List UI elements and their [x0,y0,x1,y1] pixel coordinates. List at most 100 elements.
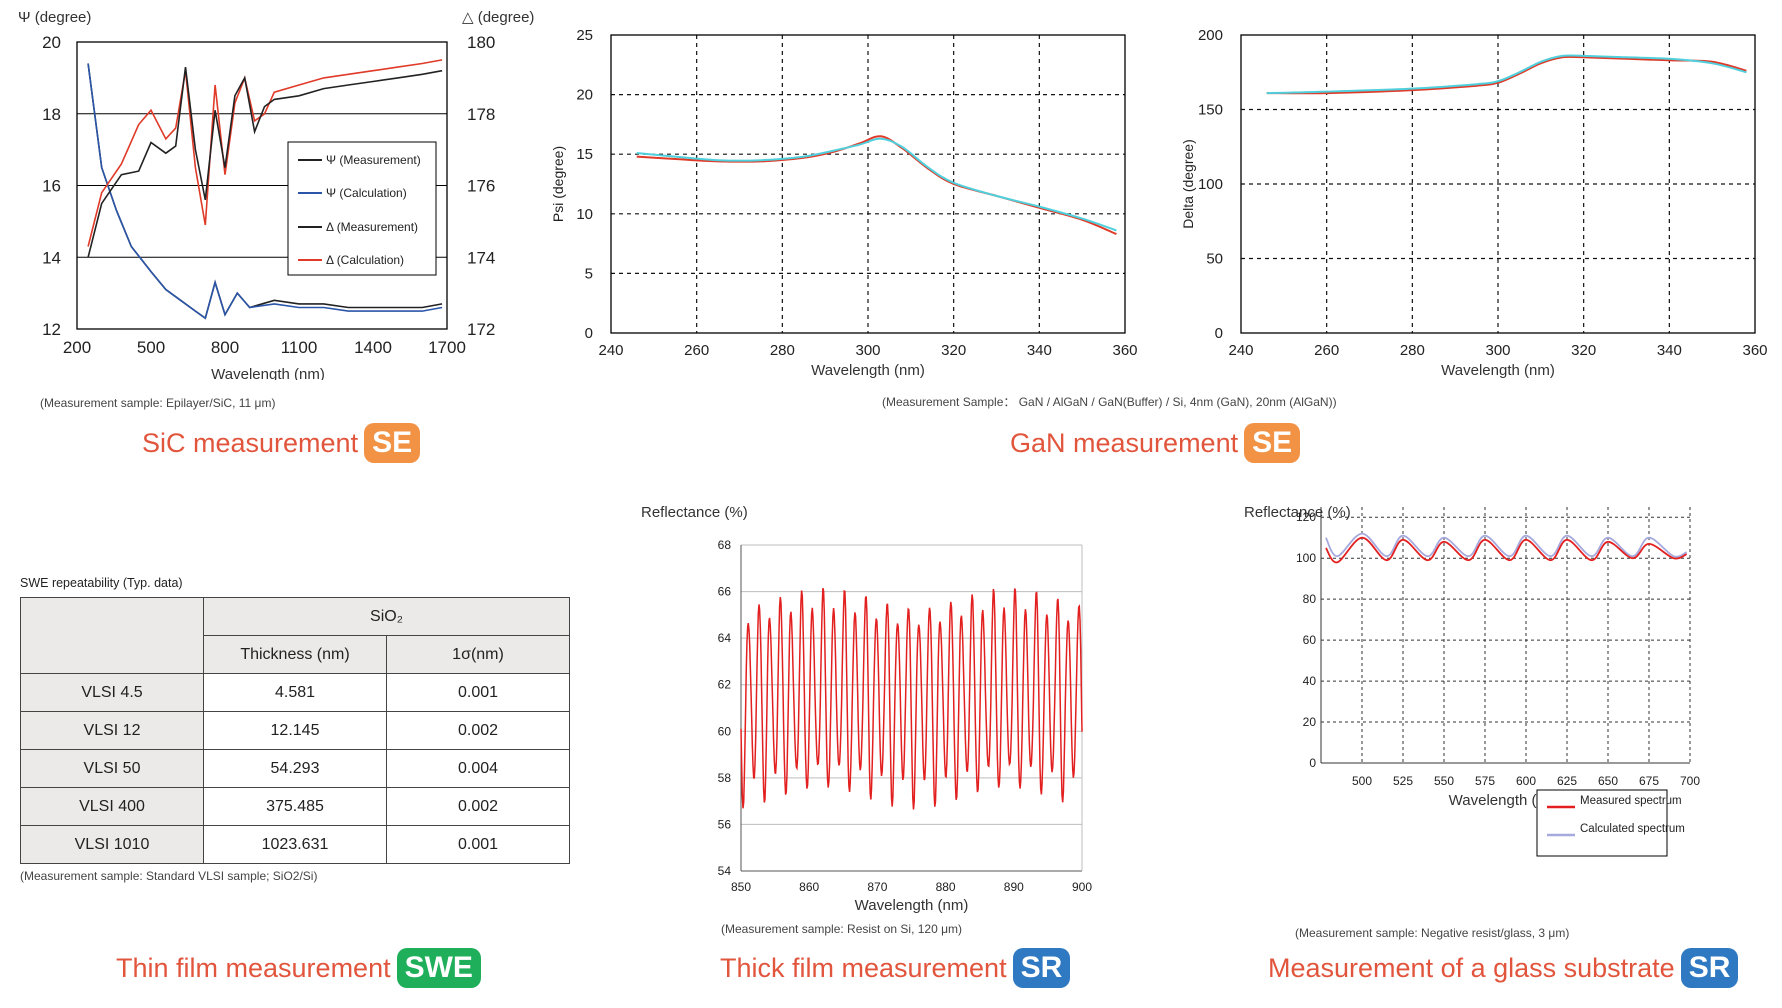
sic-legend-delta-calculation: Δ (Calculation) [326,253,404,267]
thick-title-text: Thick film measurement [720,952,1007,983]
thick-ytick: 54 [718,864,732,878]
swe-row-thickness: 54.293 [203,749,387,788]
sic-caption: (Measurement sample: Epilayer/SiC, 11 μm… [40,396,276,410]
thick-ytick: 58 [718,771,732,785]
gan-title: GaN measurement SE [1010,423,1301,463]
swe-row-thickness: 12.145 [203,711,387,750]
gan_psi-xlabel: Wavelength (nm) [811,362,925,379]
swe-row-sigma: 0.001 [386,673,570,712]
sic-ylabel-right: △ (degree) [462,9,534,26]
gan_delta-ytick: 150 [1198,102,1223,119]
glass-ytick: 0 [1309,756,1316,770]
swe-title-text: Thin film measurement [116,952,391,983]
gan_psi-xtick: 320 [941,342,966,359]
sic-ytick-left: 16 [42,177,61,196]
glass-xlabel: Wavelength (nm) [1449,792,1563,809]
table-row: VLSI 50 54.293 0.004 [20,749,570,788]
glass-xtick: 700 [1680,774,1700,788]
gan_psi-xtick: 300 [855,342,880,359]
sic-plot-frame [76,41,448,330]
glass-title-text: Measurement of a glass substrate [1268,952,1675,983]
table-row: VLSI 1010 1023.631 0.001 [20,825,570,864]
gan_delta-xtick: 320 [1571,342,1596,359]
glass-badge: SR [1680,948,1739,988]
gan-charts: 240 260 280 300 320 340 360 0 5 10 15 20 25 Wavelengt… [550,27,1768,379]
swe-heading: SWE repeatability (Typ. data) [20,576,183,590]
gan_delta-ytick: 0 [1215,325,1223,342]
thick-xtick: 860 [799,880,819,894]
glass-panel: Reflectance (%) 0 20 40 60 80 100 120 500 525 550 5… [1220,495,1782,1005]
gan_delta-xtick: 280 [1400,342,1425,359]
swe-row-name: VLSI 400 [20,787,204,826]
sic-ytick-left: 12 [42,320,61,339]
swe-row-sigma: 0.002 [386,787,570,826]
sic-ytick-right: 172 [467,320,495,339]
thick-caption: (Measurement sample: Resist on Si, 120 μ… [721,922,963,936]
sic-title: SiC measurement SE [142,423,421,463]
gan-caption: (Measurement Sample： GaN / AlGaN / GaN(B… [882,395,1337,409]
gan_psi-series-measured [636,135,1117,236]
sic-chart: Ψ (degree) △ (degree) 12 14 16 18 20 172 174 17… [18,9,534,383]
swe-caption: (Measurement sample: Standard VLSI sampl… [20,869,318,883]
thick-ytick: 64 [718,631,732,645]
swe-group-header: SiO₂ [203,597,570,636]
gan_psi-ytick: 25 [576,27,593,44]
gan_delta-ytick: 100 [1198,176,1223,193]
sic-series-psi-calculation [87,63,443,320]
swe-row-sigma: 0.002 [386,711,570,750]
sic-series-delta-calculation [87,59,443,247]
table-row: VLSI 12 12.145 0.002 [20,711,570,750]
sic-legend-psi-measurement: Ψ (Measurement) [326,153,421,167]
gan_delta-series-measured [1266,55,1747,95]
swe-row-thickness: 1023.631 [203,825,387,864]
gan_psi-xtick: 360 [1112,342,1137,359]
glass-ytick: 60 [1303,633,1317,647]
gan_psi-ytick: 15 [576,146,593,163]
sic-series-delta-measurement [87,67,443,258]
glass-xtick: 575 [1475,774,1495,788]
glass-xtick: 600 [1516,774,1536,788]
thick-ytick: 68 [718,538,732,552]
thick-series-reflectance [740,587,1083,810]
sic-panel: Ψ (degree) △ (degree) 12 14 16 18 20 172 174 17… [0,0,560,470]
swe-row-sigma: 0.001 [386,825,570,864]
thick-ytick: 62 [718,678,732,692]
gan_psi-xtick: 340 [1027,342,1052,359]
gan-title-text: GaN measurement [1010,427,1239,458]
thick-xlabel: Wavelength (nm) [855,897,969,914]
glass-caption: (Measurement sample: Negative resist/gla… [1295,926,1570,940]
gan_delta-ytick: 200 [1198,27,1223,44]
glass-xtick: 550 [1434,774,1454,788]
thick-chart: Reflectance (%) 54 56 58 60 62 64 66 68 850 860 870… [641,504,1092,914]
gan-badge: SE [1244,423,1301,463]
gan_psi-ylabel: Psi (degree) [550,146,566,222]
glass-legend-measured: Measured spectrum [1580,795,1682,807]
sic-xtick: 800 [211,338,239,357]
glass-ytick: 100 [1296,551,1316,565]
gan_delta-ytick: 50 [1206,251,1223,268]
gan_psi-ytick: 0 [585,325,593,342]
glass-xtick: 675 [1639,774,1659,788]
glass-xtick: 650 [1598,774,1618,788]
gan_psi-xtick: 280 [770,342,795,359]
glass-ytick: 20 [1303,715,1317,729]
table-row: VLSI 400 375.485 0.002 [20,787,570,826]
glass-legend-calculated: Calculated spectrum [1580,823,1685,835]
glass-ytick: 80 [1303,592,1317,606]
thick-panel: Reflectance (%) 54 56 58 60 62 64 66 68 850 860 870… [620,495,1140,1005]
sic-ytick-left: 14 [42,248,61,267]
sic-legend-delta-measurement: Δ (Measurement) [326,220,418,234]
glass-ylabel: Reflectance (%) [1244,504,1351,521]
thick-xtick: 870 [867,880,887,894]
swe-row-name: VLSI 4.5 [20,673,204,712]
sic-badge: SE [364,423,421,463]
gan_delta-xtick: 300 [1485,342,1510,359]
table-row: VLSI 4.5 4.581 0.001 [20,673,570,712]
sic-ytick-right: 176 [467,177,495,196]
sic-xtick: 1400 [354,338,392,357]
gan_delta-xlabel: Wavelength (nm) [1441,362,1555,379]
gan_psi-ytick: 10 [576,206,593,223]
sic-xtick: 1700 [428,338,466,357]
thick-xtick: 900 [1072,880,1092,894]
gan_psi-series-calculated [636,137,1117,232]
